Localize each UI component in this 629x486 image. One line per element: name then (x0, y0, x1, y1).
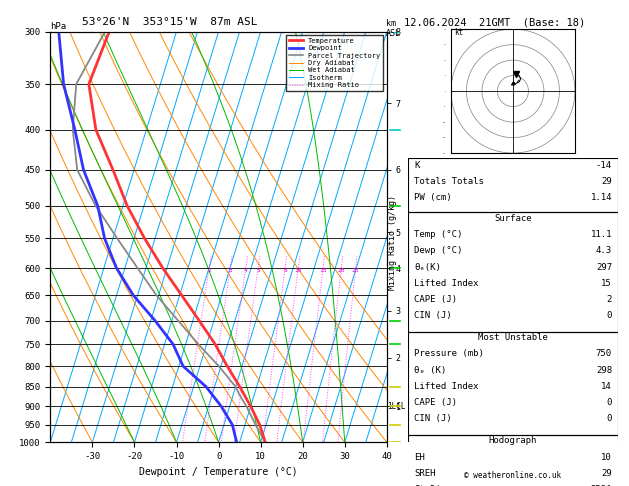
Text: 0: 0 (606, 415, 612, 423)
Text: CIN (J): CIN (J) (414, 311, 452, 320)
Bar (408, 212, 618, 332)
Text: 750: 750 (596, 349, 612, 359)
Text: PW (cm): PW (cm) (414, 193, 452, 202)
Text: 1.14: 1.14 (591, 193, 612, 202)
Bar (408, 158, 618, 212)
Text: 29: 29 (601, 469, 612, 478)
Text: 297: 297 (596, 262, 612, 272)
Text: 5: 5 (256, 268, 260, 273)
Text: 0: 0 (606, 398, 612, 407)
Text: Hodograph: Hodograph (489, 436, 537, 445)
Text: 2: 2 (606, 295, 612, 304)
Text: Lifted Index: Lifted Index (414, 279, 479, 288)
Text: kt: kt (454, 28, 464, 37)
Bar (408, 332, 618, 435)
Text: -14: -14 (596, 161, 612, 170)
Text: 14: 14 (601, 382, 612, 391)
Text: EH: EH (414, 452, 425, 462)
Text: 10: 10 (294, 268, 302, 273)
Text: Temp (°C): Temp (°C) (414, 230, 462, 239)
Text: km: km (386, 19, 396, 29)
Text: 2: 2 (208, 268, 211, 273)
Text: CAPE (J): CAPE (J) (414, 398, 457, 407)
Text: 8: 8 (283, 268, 287, 273)
Text: CAPE (J): CAPE (J) (414, 295, 457, 304)
Text: ASL: ASL (386, 29, 401, 38)
Text: © weatheronline.co.uk: © weatheronline.co.uk (464, 471, 561, 480)
Text: Totals Totals: Totals Totals (414, 177, 484, 186)
Text: θₑ (K): θₑ (K) (414, 365, 446, 375)
Text: CIN (J): CIN (J) (414, 415, 452, 423)
Text: K: K (414, 161, 420, 170)
Legend: Temperature, Dewpoint, Parcel Trajectory, Dry Adiabat, Wet Adiabat, Isotherm, Mi: Temperature, Dewpoint, Parcel Trajectory… (286, 35, 383, 91)
Text: hPa: hPa (50, 22, 67, 31)
Text: 4: 4 (244, 268, 248, 273)
Text: 298: 298 (596, 365, 612, 375)
Text: 1LCL: 1LCL (387, 402, 405, 411)
Text: Mixing Ratio (g/kg): Mixing Ratio (g/kg) (388, 195, 397, 291)
Text: 20: 20 (338, 268, 345, 273)
Text: 11.1: 11.1 (591, 230, 612, 239)
Text: 3: 3 (228, 268, 232, 273)
Text: SREH: SREH (414, 469, 435, 478)
Bar (408, 435, 618, 486)
Text: Lifted Index: Lifted Index (414, 382, 479, 391)
Text: Surface: Surface (494, 214, 532, 223)
Text: 15: 15 (320, 268, 327, 273)
Text: Pressure (mb): Pressure (mb) (414, 349, 484, 359)
Text: 4.3: 4.3 (596, 246, 612, 255)
Text: StmDir: StmDir (414, 485, 446, 486)
Text: 53°26'N  353°15'W  87m ASL: 53°26'N 353°15'W 87m ASL (82, 17, 257, 27)
Text: 15: 15 (601, 279, 612, 288)
Text: 359°: 359° (591, 485, 612, 486)
X-axis label: Dewpoint / Temperature (°C): Dewpoint / Temperature (°C) (139, 467, 298, 477)
Text: 12.06.2024  21GMT  (Base: 18): 12.06.2024 21GMT (Base: 18) (404, 17, 585, 27)
Text: 0: 0 (606, 311, 612, 320)
Text: Dewp (°C): Dewp (°C) (414, 246, 462, 255)
Text: Most Unstable: Most Unstable (478, 333, 548, 342)
Text: 10: 10 (601, 452, 612, 462)
Text: θₑ(K): θₑ(K) (414, 262, 441, 272)
Text: 29: 29 (601, 177, 612, 186)
Text: 25: 25 (352, 268, 359, 273)
